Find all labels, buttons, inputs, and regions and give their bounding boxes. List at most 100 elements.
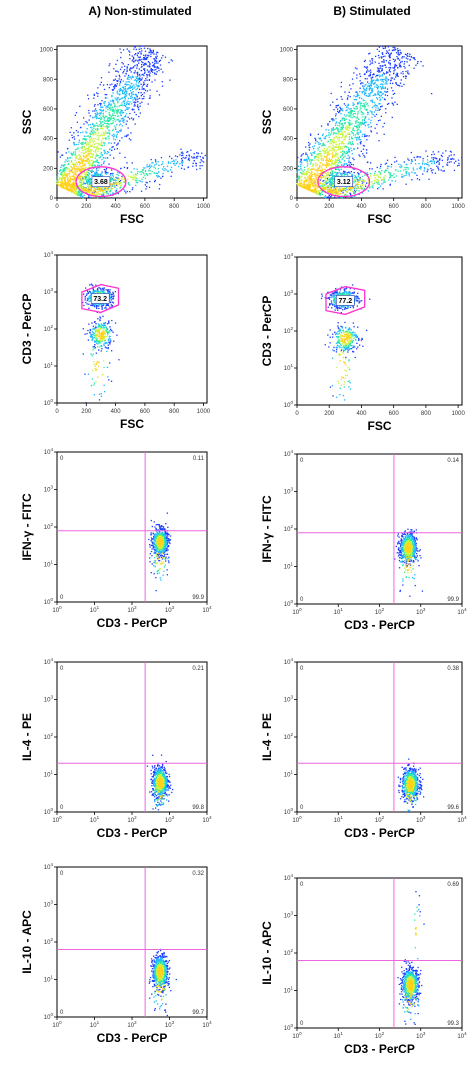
- event-point: [197, 152, 199, 155]
- event-point: [77, 154, 79, 156]
- event-point: [89, 164, 91, 166]
- event-point: [72, 164, 75, 166]
- event-point: [138, 109, 140, 111]
- event-point: [353, 171, 355, 174]
- event-point: [324, 184, 326, 186]
- event-point: [351, 122, 353, 125]
- event-point: [364, 187, 366, 190]
- event-point: [95, 114, 97, 116]
- event-point: [367, 124, 369, 126]
- event-point: [434, 172, 437, 174]
- event-point: [323, 148, 325, 150]
- event-point: [380, 165, 382, 168]
- event-point: [73, 178, 75, 180]
- event-point: [121, 62, 123, 64]
- event-point: [135, 48, 137, 51]
- event-point: [374, 94, 376, 96]
- event-point: [147, 71, 150, 73]
- event-point: [73, 186, 75, 188]
- event-point: [85, 155, 87, 158]
- event-point: [359, 102, 362, 105]
- event-point: [392, 90, 394, 92]
- event-point: [108, 106, 110, 108]
- event-point: [375, 104, 378, 107]
- event-point: [80, 182, 82, 185]
- event-point: [360, 111, 362, 113]
- event-point: [91, 191, 93, 193]
- event-point: [119, 84, 121, 86]
- event-point: [109, 154, 111, 156]
- event-point: [351, 195, 353, 198]
- event-point: [352, 157, 354, 159]
- event-point: [65, 167, 67, 169]
- event-point: [329, 182, 331, 184]
- event-point: [334, 190, 336, 192]
- event-point: [78, 150, 80, 152]
- event-point: [161, 85, 164, 87]
- event-point: [151, 170, 153, 173]
- event-point: [382, 87, 385, 90]
- event-point: [80, 160, 83, 162]
- event-point: [64, 161, 66, 163]
- event-point: [312, 152, 314, 154]
- event-point: [111, 106, 114, 108]
- gate-ellipse[interactable]: [75, 166, 127, 198]
- event-point: [202, 156, 204, 159]
- event-point: [73, 182, 75, 184]
- y-axis-label: SSC: [20, 109, 34, 134]
- event-point: [113, 178, 115, 180]
- event-point: [85, 171, 87, 173]
- event-point: [120, 56, 122, 59]
- event-point: [387, 52, 390, 54]
- event-point: [88, 167, 90, 169]
- event-point: [101, 194, 103, 197]
- event-point: [431, 160, 433, 162]
- event-point: [363, 119, 366, 122]
- event-point: [100, 164, 102, 166]
- event-point: [329, 178, 331, 180]
- event-point: [360, 171, 362, 173]
- event-point: [370, 162, 372, 164]
- event-point: [411, 159, 413, 161]
- event-point: [114, 127, 117, 129]
- event-point: [366, 95, 368, 97]
- event-point: [326, 135, 328, 137]
- event-point: [413, 67, 415, 69]
- event-point: [146, 83, 149, 86]
- event-point: [317, 168, 319, 170]
- event-point: [99, 189, 101, 191]
- event-point: [65, 168, 67, 170]
- event-point: [83, 167, 85, 170]
- event-point: [411, 160, 414, 162]
- event-point: [300, 158, 302, 161]
- event-point: [380, 163, 382, 166]
- event-point: [138, 81, 141, 83]
- event-point: [394, 63, 396, 66]
- event-point: [380, 115, 382, 117]
- event-point: [106, 97, 108, 99]
- event-point: [319, 169, 321, 171]
- event-point: [328, 180, 330, 182]
- event-point: [144, 177, 147, 179]
- event-point: [80, 186, 82, 188]
- event-point: [111, 179, 113, 181]
- event-point: [316, 156, 318, 158]
- y-tick-label: 0: [50, 196, 54, 202]
- event-point: [350, 163, 352, 165]
- event-point: [438, 163, 440, 166]
- event-point: [330, 176, 333, 179]
- event-point: [156, 60, 158, 62]
- event-point: [424, 168, 426, 170]
- event-point: [99, 157, 101, 159]
- event-point: [88, 109, 90, 112]
- event-point: [148, 173, 151, 175]
- event-point: [157, 175, 159, 177]
- event-point: [335, 132, 337, 135]
- event-point: [104, 93, 106, 96]
- event-point: [73, 151, 75, 153]
- event-point: [358, 97, 361, 99]
- event-point: [96, 188, 98, 190]
- event-point: [342, 136, 344, 138]
- event-point: [61, 173, 63, 175]
- event-point: [60, 185, 62, 187]
